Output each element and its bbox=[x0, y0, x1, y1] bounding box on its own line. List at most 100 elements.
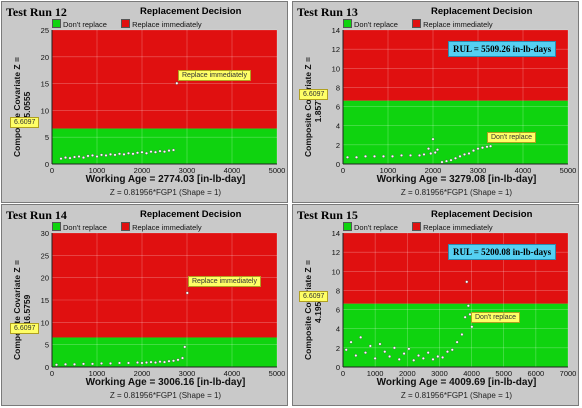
y-tick-label: 12 bbox=[332, 248, 340, 257]
x-tick-label: 0 bbox=[341, 369, 345, 378]
data-point bbox=[417, 153, 421, 157]
data-point bbox=[135, 361, 139, 365]
data-point bbox=[460, 332, 464, 336]
legend-label-dont-replace: Don't replace bbox=[354, 223, 398, 232]
rul-badge: RUL = 5509.26 in-lb-days bbox=[448, 41, 557, 57]
threshold-callout: 6.6097 bbox=[10, 117, 40, 128]
y-axis-label: Composite Covariate Z = 15.0555 bbox=[12, 57, 32, 157]
data-point bbox=[117, 152, 121, 156]
legend-swatch-red bbox=[121, 222, 131, 231]
y-tick-label: 12 bbox=[332, 45, 340, 54]
data-point bbox=[354, 354, 358, 358]
data-point bbox=[95, 154, 99, 158]
decision-callout: Replace immediately bbox=[178, 70, 251, 81]
data-point bbox=[167, 359, 171, 363]
y-tick-label: 25 bbox=[41, 251, 49, 260]
y-tick-label: 4 bbox=[336, 122, 340, 131]
legend: Don't replace Replace immediately bbox=[52, 222, 214, 232]
data-point bbox=[104, 153, 108, 157]
y-tick-label: 5 bbox=[45, 133, 49, 142]
data-point bbox=[363, 154, 367, 158]
y-tick-label: 10 bbox=[41, 318, 49, 327]
chart-svg: 0 1000 2000 3000 4000 5000 0 5 10 15 20 25 30 bbox=[41, 229, 286, 378]
chart-svg: 0 1000 2000 3000 4000 5000 0 2 4 6 8 10 12 14 bbox=[332, 26, 577, 175]
data-point bbox=[417, 354, 421, 358]
data-point bbox=[72, 155, 76, 159]
x-axis-label: Working Age = 4009.69 [in-lb-day] bbox=[376, 377, 537, 388]
data-point bbox=[471, 149, 475, 153]
data-point bbox=[64, 156, 68, 160]
x-tick-label: 1000 bbox=[89, 369, 106, 378]
data-point bbox=[180, 356, 184, 360]
data-point bbox=[470, 325, 474, 329]
x-tick-label: 4000 bbox=[224, 166, 241, 175]
data-point bbox=[485, 145, 489, 149]
data-point bbox=[171, 359, 175, 363]
data-point bbox=[167, 149, 171, 153]
data-point bbox=[368, 344, 372, 348]
data-point bbox=[158, 149, 162, 153]
y-tick-label: 20 bbox=[41, 53, 49, 62]
run-title: Test Run 14 bbox=[6, 208, 67, 222]
data-point bbox=[397, 357, 401, 361]
x-axis-label: Working Age = 2774.03 [in-lb-day] bbox=[85, 174, 246, 185]
legend-label-replace: Replace immediately bbox=[132, 223, 202, 232]
data-point bbox=[126, 361, 130, 365]
data-point bbox=[144, 361, 148, 365]
decision-callout: Replace immediately bbox=[188, 276, 261, 287]
chart-title: Replacement Decision bbox=[431, 6, 533, 17]
data-point bbox=[433, 151, 437, 155]
data-point bbox=[455, 340, 459, 344]
data-point bbox=[122, 152, 126, 156]
data-point bbox=[407, 347, 411, 351]
legend-label-replace: Replace immediately bbox=[132, 20, 202, 29]
x-tick-label: 2000 bbox=[134, 166, 151, 175]
data-point bbox=[458, 154, 462, 158]
legend: Don't replace Replace immediately bbox=[343, 222, 505, 232]
data-point bbox=[426, 147, 430, 151]
data-point bbox=[373, 356, 377, 360]
x-tick-label: 6000 bbox=[528, 369, 545, 378]
data-point bbox=[436, 354, 440, 358]
data-point bbox=[68, 156, 72, 160]
x-tick-label: 1000 bbox=[89, 166, 106, 175]
legend-label-dont-replace: Don't replace bbox=[63, 20, 107, 29]
x-tick-label: 2000 bbox=[425, 166, 442, 175]
run-title: Test Run 12 bbox=[6, 5, 67, 19]
x-tick-label: 0 bbox=[50, 369, 54, 378]
data-point bbox=[55, 363, 59, 367]
data-point bbox=[113, 153, 117, 157]
chart-panel-run-12: 0 1000 2000 3000 4000 5000 0 5 10 15 20 25 Test Run… bbox=[1, 1, 288, 203]
data-point bbox=[344, 348, 348, 352]
data-point bbox=[408, 153, 412, 157]
data-point bbox=[480, 146, 484, 150]
data-point bbox=[449, 158, 453, 162]
data-point bbox=[422, 152, 426, 156]
data-point bbox=[108, 152, 112, 156]
data-point bbox=[99, 361, 103, 365]
x-tick-label: 3000 bbox=[179, 369, 196, 378]
x-tick-label: 5000 bbox=[269, 369, 286, 378]
chart-panel-run-13: 0 1000 2000 3000 4000 5000 0 2 4 6 8 10 12 14 Test Ru… bbox=[292, 1, 579, 203]
data-point bbox=[131, 152, 135, 156]
y-tick-label: 0 bbox=[336, 363, 340, 372]
x-tick-label: 1000 bbox=[380, 166, 397, 175]
data-point bbox=[176, 358, 180, 362]
legend-swatch-green bbox=[343, 19, 352, 28]
chart-title: Replacement Decision bbox=[140, 6, 242, 17]
y-tick-label: 2 bbox=[336, 141, 340, 150]
decision-callout: Don't replace bbox=[471, 312, 521, 323]
y-axis-label: Composite Covariate Z = 16.5759 bbox=[12, 260, 32, 360]
y-tick-label: 6 bbox=[336, 103, 340, 112]
data-point bbox=[383, 350, 387, 354]
y-tick-label: 10 bbox=[332, 64, 340, 73]
data-point bbox=[392, 346, 396, 350]
chart-svg: 0 1000 2000 3000 4000 5000 6000 7000 0 2 4 6 8 10 12 14 bbox=[332, 229, 577, 378]
y-tick-label: 0 bbox=[45, 363, 49, 372]
x-tick-label: 2000 bbox=[134, 369, 151, 378]
data-point bbox=[140, 150, 144, 154]
y-tick-label: 15 bbox=[41, 80, 49, 89]
x-axis-label: Working Age = 3279.08 [in-lb-day] bbox=[376, 174, 537, 185]
data-point bbox=[489, 144, 493, 148]
data-point bbox=[72, 362, 76, 366]
